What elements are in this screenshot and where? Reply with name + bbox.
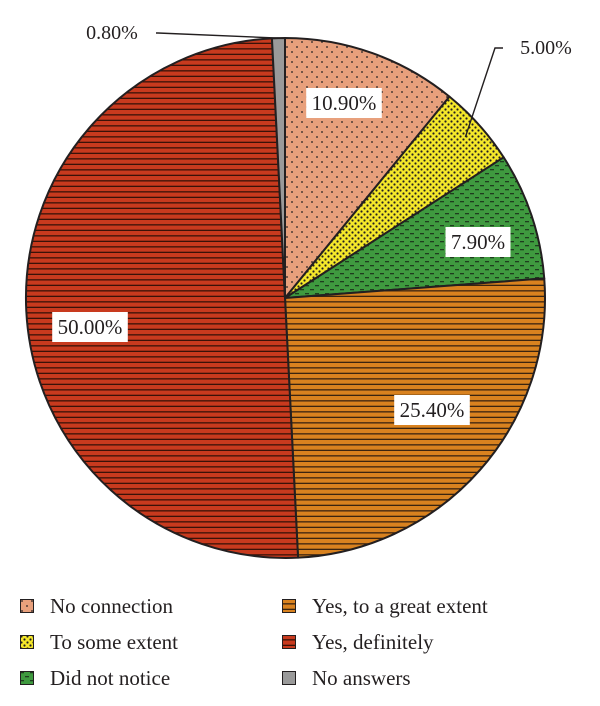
legend-label: Yes, definitely <box>312 629 434 654</box>
legend-item-to-some-extent: To some extent <box>20 624 282 660</box>
pie-chart: 10.90% 5.00% 7.90% 25.40% 50.00% 0.80% <box>25 22 572 559</box>
data-label-no-answers: 0.80% <box>86 22 138 44</box>
legend-swatch-did-not-notice <box>20 671 34 685</box>
legend-swatch-no-answers <box>282 671 296 685</box>
data-label-box-did-not-notice <box>445 227 511 257</box>
legend-item-no-answers: No answers <box>282 660 582 696</box>
legend-swatch-yes-definitely <box>282 635 296 649</box>
legend-label: No answers <box>312 665 411 690</box>
leader-line-no-answers <box>156 32 279 39</box>
legend-item-yes-definitely: Yes, definitely <box>282 624 582 660</box>
legend: No connection Yes, to a great extent To … <box>20 588 590 698</box>
legend-label: No connection <box>50 593 174 618</box>
legend-item-yes-great-extent: Yes, to a great extent <box>282 588 582 624</box>
data-label-yes-to-a-great-extent: 25.40% <box>400 398 465 422</box>
data-label-box-yes-to-a-great-extent <box>394 395 470 425</box>
data-label-to-some-extent: 5.00% <box>520 37 572 59</box>
legend-item-did-not-notice: Did not notice <box>20 660 282 696</box>
pie-slice-yes-definitely <box>25 37 300 559</box>
legend-label: Yes, to a great extent <box>312 593 488 618</box>
pie-slice-did-not-notice <box>284 156 546 299</box>
legend-label: Did not notice <box>50 665 171 690</box>
legend-swatch-to-some-extent <box>20 635 34 649</box>
legend-label: To some extent <box>50 629 178 654</box>
leader-line-to-some-extent <box>464 47 503 138</box>
data-label-box-yes-definitely <box>52 312 128 342</box>
legend-swatch-yes-great-extent <box>282 599 296 613</box>
legend-item-no-connection: No connection <box>20 588 282 624</box>
data-label-did-not-notice: 7.90% <box>451 230 505 254</box>
data-label-no-connection: 10.90% <box>312 91 377 115</box>
data-label-yes-definitely: 50.00% <box>58 315 123 339</box>
legend-swatch-no-connection <box>20 599 34 613</box>
data-label-box-no-connection <box>306 88 382 118</box>
